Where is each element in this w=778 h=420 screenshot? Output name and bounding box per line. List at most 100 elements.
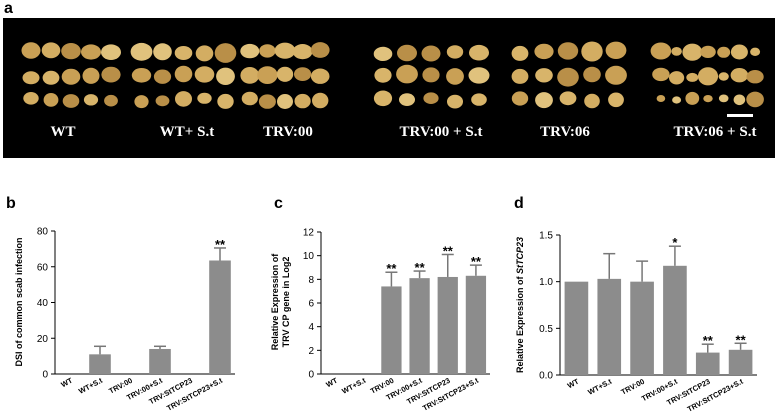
tuber [216,67,235,85]
tuber [535,68,553,83]
tuber [277,94,293,109]
photo-label-6: TRV:06 + S.t [674,124,757,140]
tuber [62,94,80,108]
significance-mark: ** [703,333,714,348]
tuber [446,68,464,85]
tuber [83,94,99,106]
category-label: WT+S.t [586,377,613,397]
tuber [511,91,529,106]
tuber [61,43,81,60]
panel-a-letter: a [4,0,13,17]
tuber [257,66,278,84]
tuber [217,93,234,109]
bar [209,260,231,374]
photo-label-2: WT+ S.t [160,124,214,140]
tuber [447,94,463,109]
tuber [669,71,685,85]
bar [381,286,402,374]
category-label: WT+S.t [77,376,104,396]
tuber [258,94,276,109]
tuber [656,95,666,102]
tuber [101,44,121,60]
category-label: TRV:StTCP23+S.t [686,377,745,414]
category-label: WT [324,376,339,390]
tuber [718,94,729,103]
photo-label-5: TRV:06 [540,124,590,140]
tuber [608,92,624,108]
y-tick-label: 12 [303,228,315,239]
tuber [581,41,603,62]
y-tick-label: 0.5 [539,324,553,335]
y-tick-label: 1.5 [539,231,553,242]
tuber [43,93,59,107]
y-tick-label: 40 [37,298,49,309]
tuber [21,42,41,59]
tuber [511,68,529,84]
tuber [214,43,237,63]
tuber [294,93,311,109]
tuber [422,67,440,83]
bar [695,352,720,375]
tuber [373,46,393,61]
tuber [194,66,215,83]
category-label: WT [59,376,74,390]
tuber-group-1 [21,42,121,108]
tuber [468,67,490,84]
tuber [397,44,417,62]
tuber [197,92,212,104]
tuber [700,45,716,58]
y-tick-label: 10 [303,251,315,262]
significance-mark: * [672,235,678,250]
panel-d-letter: d [514,195,524,212]
panel-b-letter: b [6,195,16,212]
tuber [292,44,313,60]
y-tick-label: 4 [308,322,314,333]
tuber [583,66,601,83]
tuber-group-3 [240,42,330,109]
category-label: WT+S.t [340,376,367,396]
tuber [730,68,749,83]
significance-mark: ** [386,261,397,276]
bar [149,348,171,374]
tuber [195,45,214,62]
y-tick-label: 20 [37,334,49,345]
tuber [81,44,101,60]
tuber [310,42,330,58]
y-tick-label: 0 [308,370,314,381]
bar [597,278,622,375]
tuber [534,43,554,60]
bar [630,281,654,375]
y-tick-label: 8 [308,275,314,286]
bar [465,275,487,374]
tuber [446,45,464,59]
significance-mark: ** [215,237,226,252]
significance-mark: ** [443,243,454,258]
y-tick-label: 80 [37,227,49,238]
tuber [733,94,746,106]
tuber [652,67,670,82]
bar [89,354,111,374]
tuber [423,92,439,104]
tuber [175,91,192,107]
chart-c: c 0 2 4 6 8 10 12 Relative Expression ofTRV CP g… [270,195,490,413]
tuber [101,66,121,83]
photo-label-3: TRV:00 [263,124,313,140]
significance-mark: ** [736,332,747,347]
tuber-photo-panel: WT WT+ S.t TRV:00 TRV:00 + S.t TRV:06 TRV:06 … [3,18,775,158]
panel-c-letter: c [274,195,283,212]
y-axis-label: DSI of common scab infection [14,237,24,366]
tuber [131,68,152,83]
tuber [730,44,748,60]
tuber [134,95,149,109]
y-tick-label: 6 [308,299,314,310]
tuber [717,46,731,58]
tuber [399,93,415,106]
tuber [259,44,276,58]
tuber [241,91,258,106]
tuber [584,93,600,109]
tuber [155,95,170,107]
tuber [559,91,577,106]
tuber [650,42,672,60]
y-tick-label: 1.0 [539,277,553,288]
